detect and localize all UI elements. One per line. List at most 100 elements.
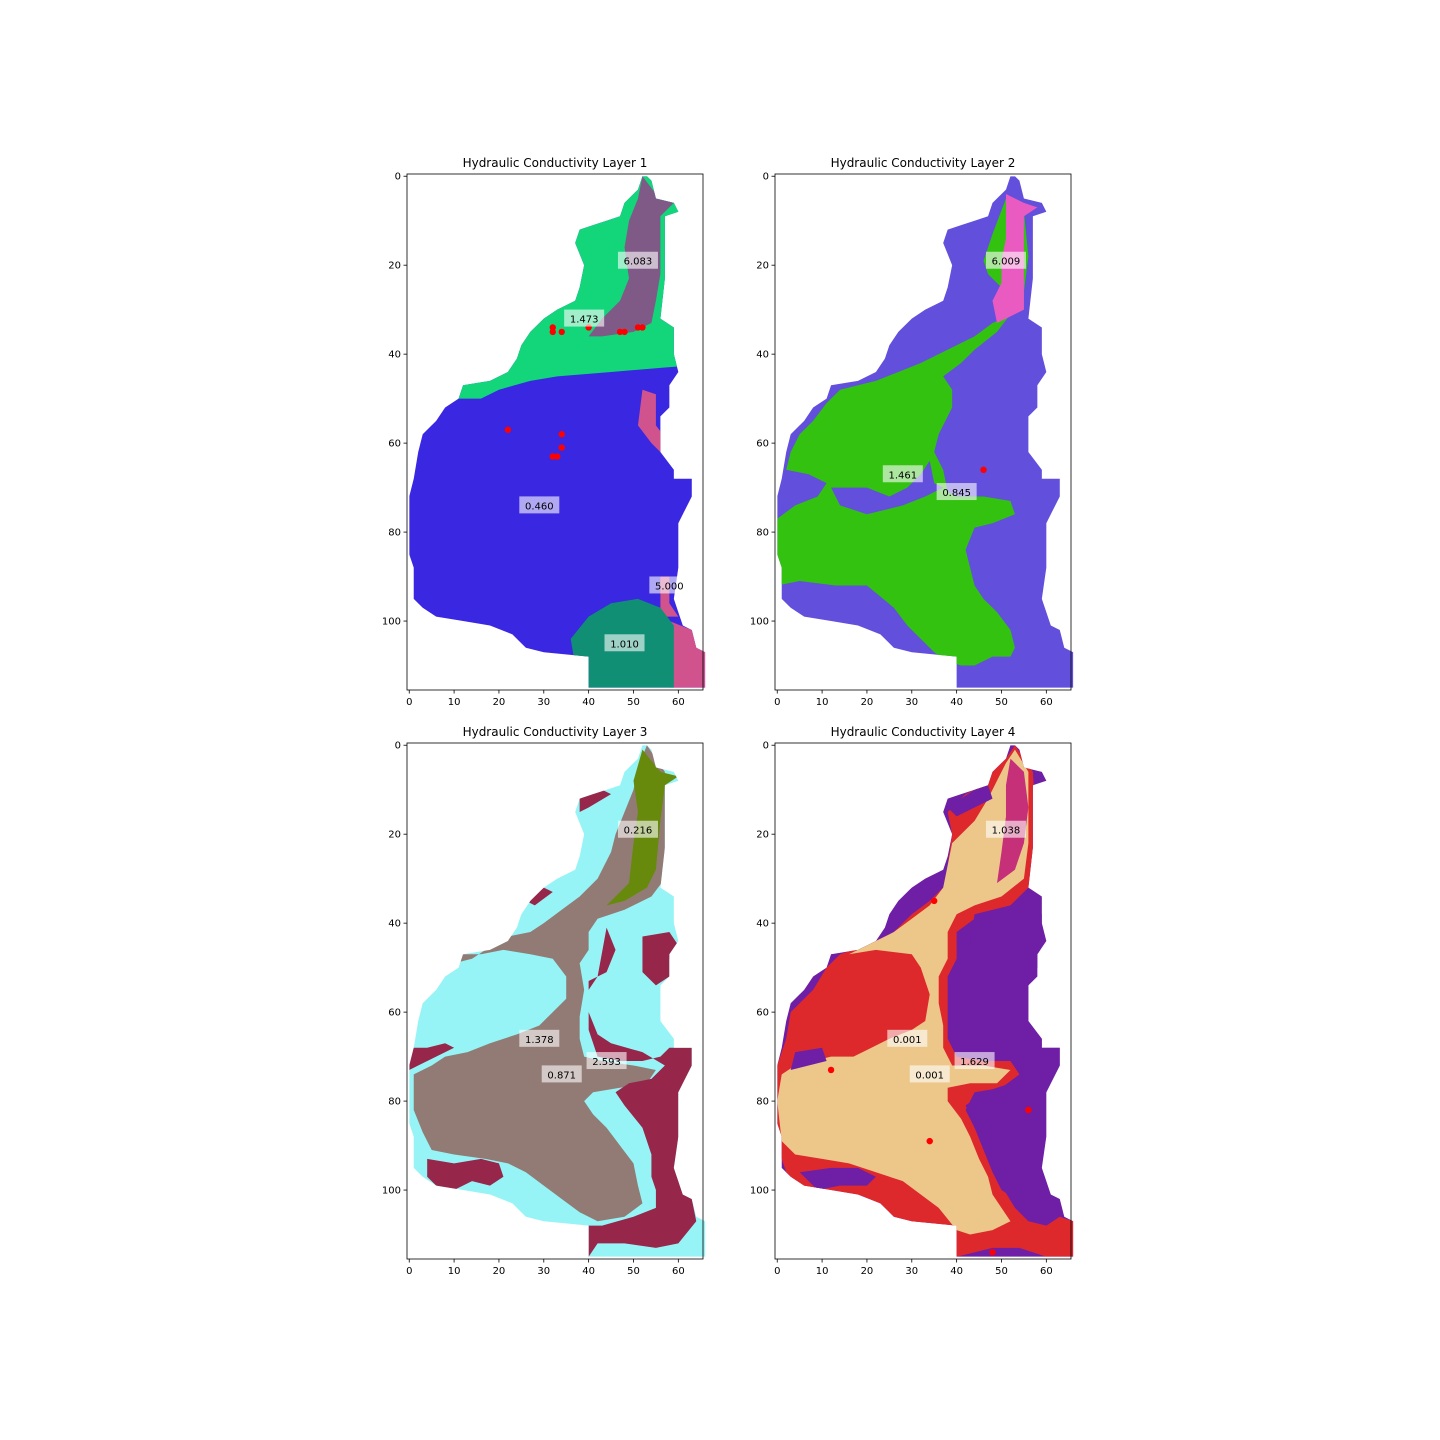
zone-label-box: [604, 634, 645, 652]
y-tick-label: 40: [756, 919, 769, 930]
zone-label-box: [617, 820, 658, 838]
well-marker: [549, 453, 556, 460]
y-tick-label: 60: [756, 439, 769, 450]
zone-label-box: [519, 1029, 560, 1047]
well-marker: [549, 328, 556, 336]
y-tick-label: 60: [388, 1008, 401, 1019]
panel-title: Hydraulic Conductivity Layer 3: [463, 725, 648, 739]
well-marker: [980, 466, 987, 474]
x-tick-label: 40: [950, 697, 963, 708]
well-marker: [554, 453, 561, 460]
zone-fill: [409, 176, 706, 399]
heatmap: [409, 176, 706, 688]
well-marker: [504, 426, 512, 433]
zone-value-label: 0.001: [915, 1070, 944, 1081]
panel-layer-1: Hydraulic Conductivity Layer 1 0 10 20 30 40…: [382, 156, 706, 708]
x-tick-label: 0: [774, 697, 780, 708]
zone-label-box: [617, 251, 658, 269]
zone-value-label: 2.593: [592, 1057, 621, 1068]
y-tick-label: 0: [763, 741, 769, 752]
x-tick-label: 20: [493, 697, 506, 708]
zone-label-box: [519, 496, 560, 514]
x-tick-label: 60: [1040, 1266, 1053, 1277]
well-marker: [549, 324, 556, 331]
x-tick-label: 60: [672, 1266, 685, 1277]
zone-fill: [831, 460, 944, 515]
y-tick-label: 0: [395, 172, 401, 183]
well-marker: [634, 324, 642, 331]
x-tick-label: 30: [537, 1266, 550, 1277]
y-tick-label: 40: [388, 919, 401, 930]
y-tick-label: 80: [756, 1097, 769, 1108]
zone-label-box: [564, 309, 605, 327]
x-tick-label: 0: [406, 1266, 412, 1277]
zone-fill: [525, 887, 553, 906]
well-marker: [621, 328, 628, 336]
panel-title: Hydraulic Conductivity Layer 4: [831, 725, 1016, 739]
y-tick-label: 60: [388, 439, 401, 450]
y-tick-label: 100: [382, 1186, 401, 1197]
zone-label-box: [954, 1052, 995, 1070]
y-tick-label: 20: [388, 830, 401, 841]
zone-fill: [642, 932, 679, 986]
zone-value-label: 1.038: [992, 826, 1021, 837]
heatmap: [777, 745, 1074, 1257]
y-tick-label: 100: [750, 1186, 769, 1197]
zone-value-label: 1.461: [888, 470, 917, 481]
well-marker: [558, 328, 565, 336]
panel-layer-4: Hydraulic Conductivity Layer 4 0 10 20 30 40…: [750, 725, 1074, 1277]
zone-fill: [790, 1047, 827, 1070]
panel-title: Hydraulic Conductivity Layer 2: [831, 156, 1016, 170]
x-tick-label: 30: [905, 697, 918, 708]
zone-label-box: [887, 1029, 928, 1047]
zone-fill: [588, 927, 697, 1257]
zone-fill: [777, 198, 1029, 666]
y-tick-label: 20: [756, 830, 769, 841]
zone-value-label: 6.083: [624, 257, 653, 268]
well-marker: [827, 1066, 835, 1074]
y-tick-label: 100: [750, 617, 769, 628]
x-tick-label: 40: [582, 1266, 595, 1277]
zone-label-box: [936, 483, 977, 501]
x-tick-label: 50: [995, 697, 1008, 708]
y-tick-label: 60: [756, 1008, 769, 1019]
heatmap: [409, 745, 706, 1257]
x-tick-label: 40: [950, 1266, 963, 1277]
panel-layer-2: Hydraulic Conductivity Layer 2 0 10 20 30 40…: [750, 156, 1074, 708]
zone-value-label: 1.629: [960, 1057, 989, 1068]
y-tick-label: 20: [756, 261, 769, 272]
well-marker: [926, 1137, 933, 1145]
zone-fill: [947, 785, 993, 817]
x-tick-label: 20: [861, 697, 874, 708]
zone-value-label: 0.001: [893, 1035, 922, 1046]
zone-fill: [409, 1043, 455, 1070]
y-tick-label: 80: [388, 528, 401, 539]
y-tick-label: 100: [382, 617, 401, 628]
y-tick-label: 40: [388, 350, 401, 361]
well-marker: [931, 897, 938, 905]
y-tick-label: 80: [756, 528, 769, 539]
panel-title: Hydraulic Conductivity Layer 1: [463, 156, 648, 170]
y-tick-label: 40: [756, 350, 769, 361]
y-tick-label: 0: [395, 741, 401, 752]
x-tick-label: 60: [1040, 697, 1053, 708]
x-tick-label: 50: [627, 1266, 640, 1277]
zone-value-label: 0.871: [547, 1070, 576, 1081]
x-tick-label: 10: [448, 1266, 461, 1277]
x-tick-label: 0: [406, 697, 412, 708]
x-tick-label: 0: [774, 1266, 780, 1277]
zone-label-box: [882, 465, 923, 483]
zone-value-label: 0.845: [942, 488, 971, 499]
zone-fill: [911, 883, 935, 901]
plot-frame: [406, 742, 704, 1260]
zone-fill: [777, 749, 1029, 1235]
zone-label-box: [985, 820, 1026, 838]
zone-value-label: 1.010: [610, 639, 639, 650]
zone-label-box: [586, 1052, 627, 1070]
well-marker: [558, 444, 565, 451]
well-marker: [989, 1249, 996, 1256]
well-marker: [1025, 1106, 1032, 1114]
zone-value-label: 5.000: [655, 581, 684, 592]
zone-fill: [413, 745, 665, 1222]
